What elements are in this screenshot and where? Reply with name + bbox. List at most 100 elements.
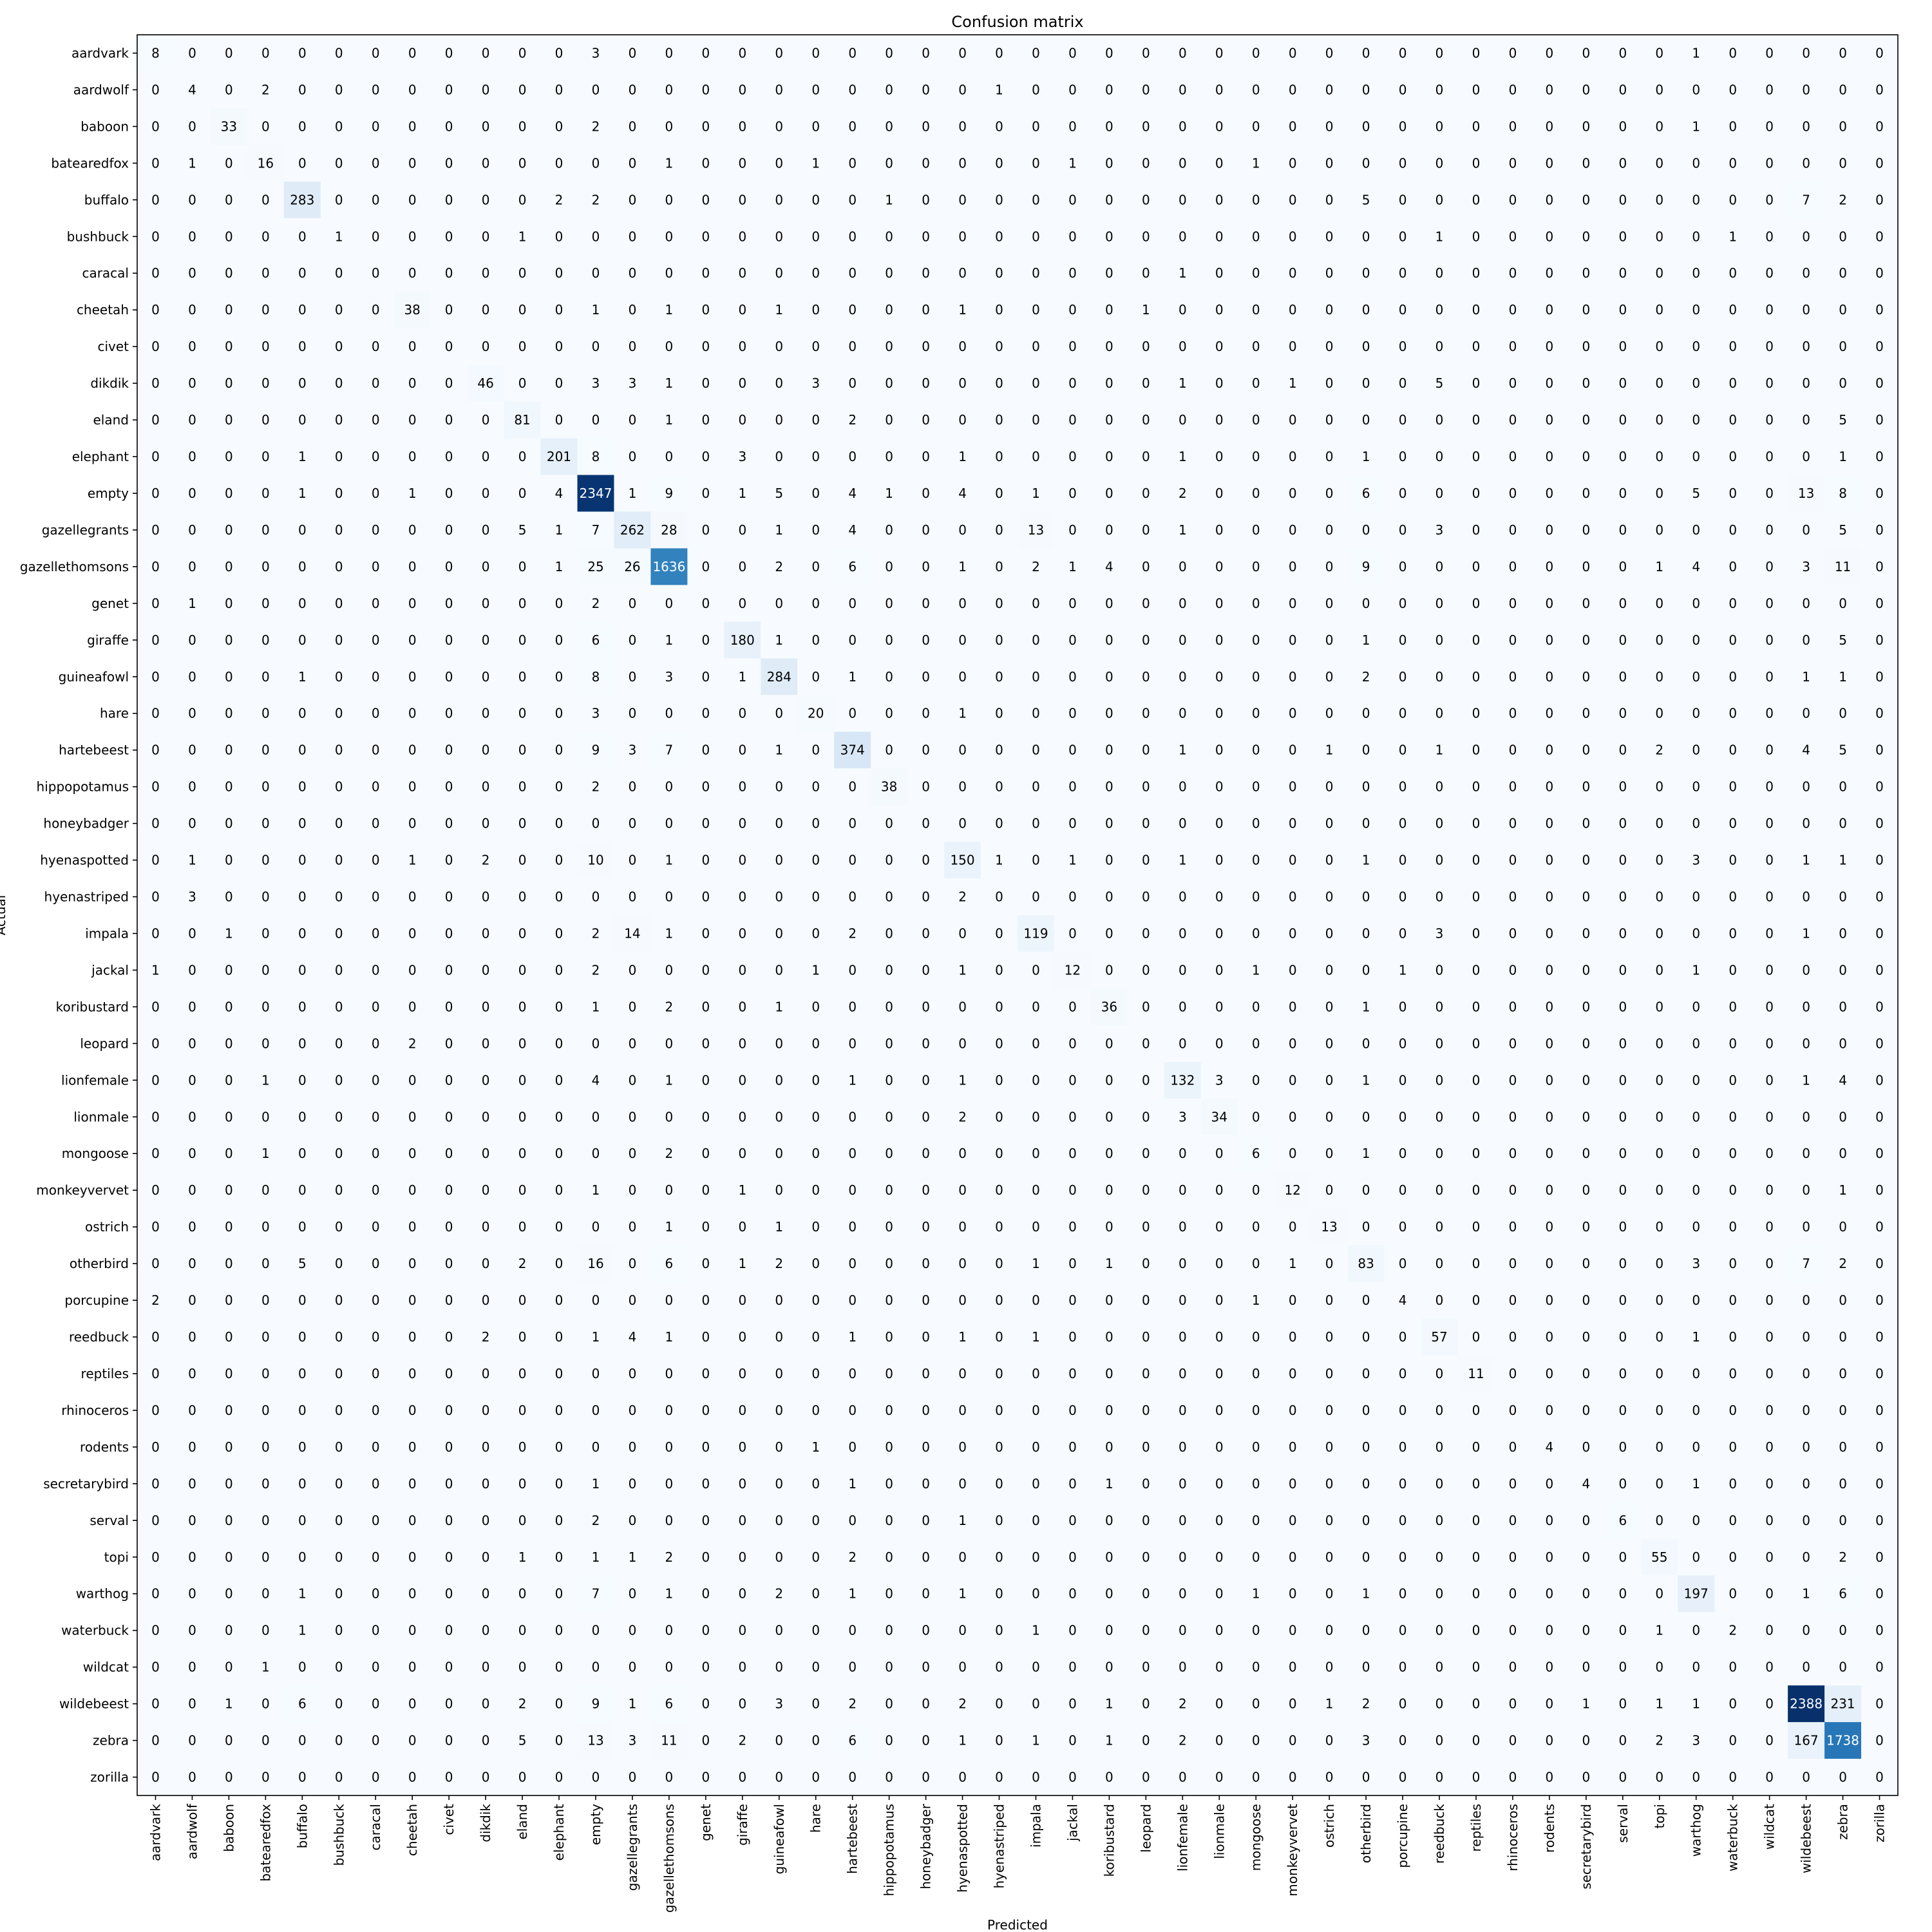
heatmap-cell xyxy=(1824,144,1862,182)
cell-value: 0 xyxy=(1325,889,1334,905)
cell-value: 0 xyxy=(1142,229,1150,244)
cell-value: 0 xyxy=(1875,229,1884,244)
cell-value: 0 xyxy=(1802,522,1810,538)
cell-value: 0 xyxy=(1105,45,1113,61)
cell-value: 0 xyxy=(445,743,453,758)
cell-value: 0 xyxy=(1399,779,1407,795)
cell-value: 0 xyxy=(1325,1182,1334,1198)
cell-value: 0 xyxy=(922,449,930,464)
cell-value: 0 xyxy=(1618,779,1627,795)
cell-value: 0 xyxy=(1399,302,1407,317)
cell-value: 0 xyxy=(298,1036,307,1051)
cell-value: 0 xyxy=(261,522,270,538)
cell-value: 0 xyxy=(629,155,637,171)
cell-value: 0 xyxy=(701,853,710,868)
cell-value: 0 xyxy=(482,669,490,685)
cell-value: 0 xyxy=(811,45,820,61)
cell-value: 0 xyxy=(1399,1696,1407,1712)
cell-value: 0 xyxy=(1655,1036,1663,1051)
x-tick-label: secretarybird xyxy=(1578,1804,1594,1889)
cell-value: 0 xyxy=(1215,1733,1224,1748)
cell-value: 0 xyxy=(1435,339,1444,354)
cell-value: 0 xyxy=(629,1586,637,1602)
cell-value: 0 xyxy=(922,82,930,97)
cell-value: 0 xyxy=(1582,1256,1590,1271)
x-tick-label: hippopotamus xyxy=(882,1804,897,1896)
cell-value: 0 xyxy=(555,118,564,134)
cell-value: 0 xyxy=(1215,1403,1224,1418)
cell-value: 0 xyxy=(1728,1439,1737,1455)
cell-value: 0 xyxy=(1032,449,1040,464)
cell-value: 0 xyxy=(225,1366,233,1381)
cell-value: 0 xyxy=(151,412,160,428)
cell-value: 0 xyxy=(1692,522,1700,538)
cell-value: 0 xyxy=(335,596,343,611)
cell-value: 0 xyxy=(1546,1182,1554,1198)
cell-value: 0 xyxy=(1546,265,1554,281)
cell-value: 0 xyxy=(885,962,893,978)
cell-value: 0 xyxy=(958,118,967,134)
cell-value: 2 xyxy=(592,596,600,611)
cell-value: 0 xyxy=(261,596,270,611)
cell-value: 0 xyxy=(1655,339,1663,354)
heatmap-cell xyxy=(907,35,945,72)
cell-value: 0 xyxy=(1875,743,1884,758)
cell-value: 0 xyxy=(482,743,490,758)
cell-value: 0 xyxy=(1875,118,1884,134)
heatmap-cell xyxy=(1604,71,1642,109)
cell-value: 0 xyxy=(1472,632,1481,648)
cell-value: 0 xyxy=(408,1476,417,1492)
cell-value: 0 xyxy=(1546,1549,1554,1565)
cell-value: 0 xyxy=(701,1219,710,1235)
cell-value: 0 xyxy=(261,1256,270,1271)
cell-value: 0 xyxy=(922,889,930,905)
x-tick-label: guineafowl xyxy=(772,1804,787,1874)
cell-value: 0 xyxy=(1692,743,1700,758)
cell-value: 2 xyxy=(1032,559,1040,574)
cell-value: 0 xyxy=(1105,632,1113,648)
heatmap-cell xyxy=(797,144,835,182)
cell-value: 0 xyxy=(1105,375,1113,391)
cell-value: 0 xyxy=(225,706,233,721)
cell-value: 0 xyxy=(1765,853,1774,868)
cell-value: 1 xyxy=(1802,1586,1810,1602)
cell-value: 2 xyxy=(665,999,674,1014)
cell-value: 0 xyxy=(188,1733,196,1748)
cell-value: 0 xyxy=(848,155,857,171)
cell-value: 0 xyxy=(518,706,527,721)
cell-value: 0 xyxy=(335,669,343,685)
cell-value: 0 xyxy=(261,853,270,868)
cell-value: 0 xyxy=(1289,1146,1297,1161)
cell-value: 1 xyxy=(738,1182,746,1198)
cell-value: 0 xyxy=(738,339,746,354)
cell-value: 0 xyxy=(1362,1403,1370,1418)
cell-value: 0 xyxy=(298,962,307,978)
cell-value: 0 xyxy=(1179,596,1187,611)
cell-value: 0 xyxy=(445,1036,453,1051)
cell-value: 0 xyxy=(225,779,233,795)
cell-value: 0 xyxy=(592,412,600,428)
cell-value: 0 xyxy=(1179,412,1187,428)
cell-value: 0 xyxy=(1546,1696,1554,1712)
cell-value: 0 xyxy=(995,632,1003,648)
cell-value: 0 xyxy=(1692,925,1700,941)
heatmap-cell xyxy=(210,144,248,182)
cell-value: 0 xyxy=(1032,1366,1040,1381)
y-tick-label: hippopotamus xyxy=(37,779,129,795)
cell-value: 0 xyxy=(1582,1549,1590,1565)
cell-value: 0 xyxy=(555,816,564,831)
cell-value: 0 xyxy=(922,779,930,795)
cell-value: 0 xyxy=(555,1072,564,1088)
cell-value: 0 xyxy=(408,1293,417,1308)
cell-value: 0 xyxy=(1289,1366,1297,1381)
cell-value: 0 xyxy=(1142,1109,1150,1124)
cell-value: 0 xyxy=(1142,706,1150,721)
cell-value: 0 xyxy=(1179,925,1187,941)
cell-value: 0 xyxy=(261,339,270,354)
cell-value: 0 xyxy=(1362,1549,1370,1565)
cell-value: 0 xyxy=(1362,743,1370,758)
cell-value: 0 xyxy=(555,1513,564,1528)
heatmap-cell xyxy=(907,108,945,146)
cell-value: 0 xyxy=(261,1219,270,1235)
cell-value: 0 xyxy=(1215,706,1224,721)
